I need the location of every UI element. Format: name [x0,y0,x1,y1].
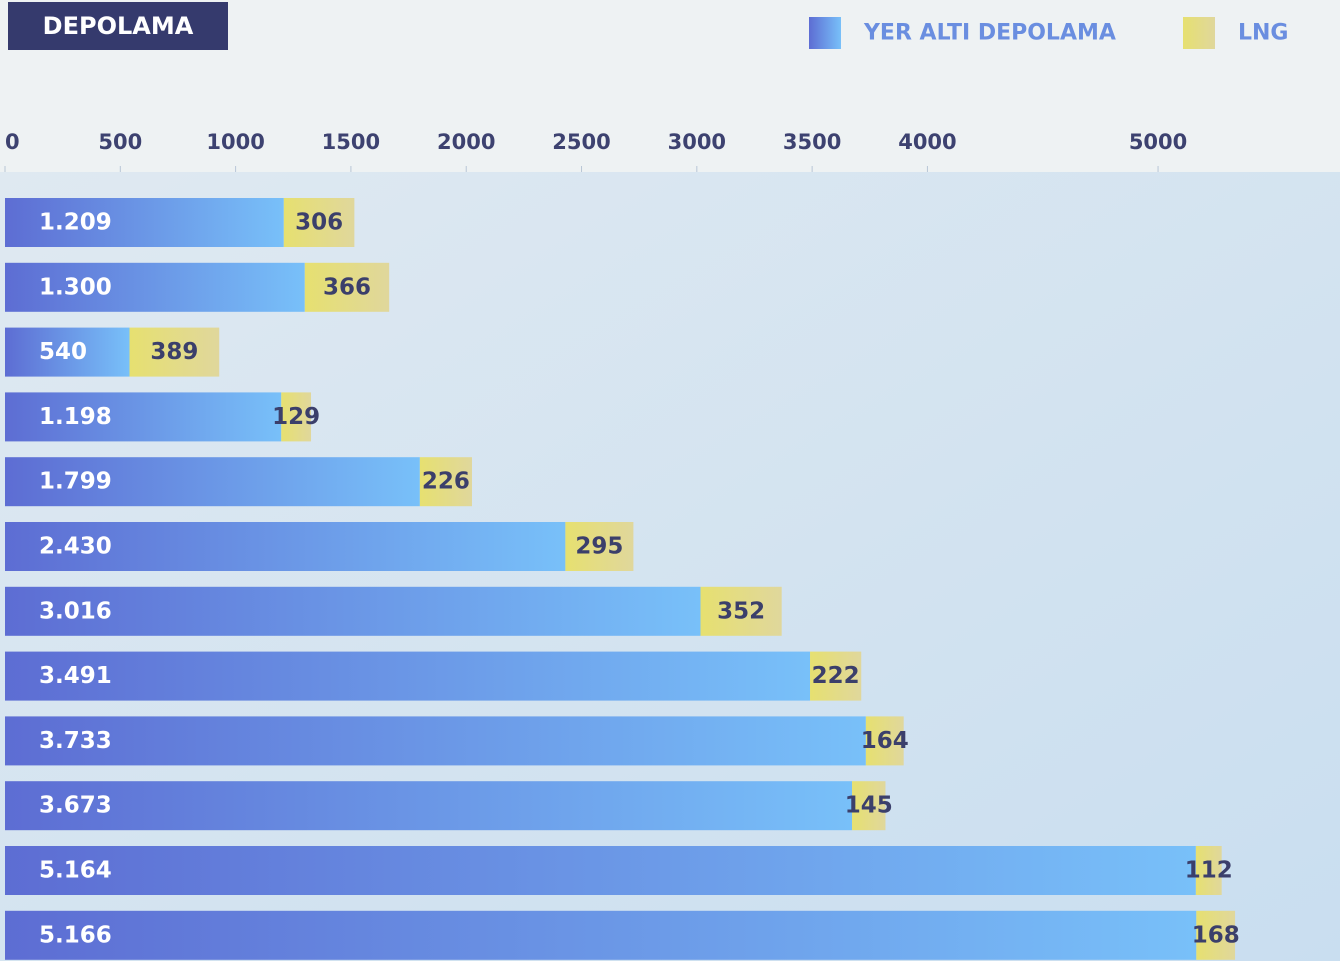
chart-title: DEPOLAMA [43,12,194,40]
data-label: 366 [323,274,371,300]
bar-segment [5,716,866,766]
bar-segment [5,198,284,247]
data-label: 112 [1185,858,1233,884]
legend-label: YER ALTI DEPOLAMA [863,21,1116,46]
bar-segment [810,651,862,701]
bar-segment [5,262,305,312]
bar-segment [304,262,390,312]
bar-segment [281,392,312,442]
data-label: 5.164 [39,858,112,884]
bar-segment [129,327,220,377]
data-label: 3.673 [39,793,112,819]
bar-segment [865,716,904,766]
data-label: 540 [39,339,87,365]
x-tick-label: 2000 [437,130,495,154]
bar-segment [565,522,634,571]
data-label: 3.016 [39,598,112,624]
data-label: 5.166 [39,922,112,948]
x-tick-label: 500 [98,130,142,154]
legend-swatch [809,17,841,49]
x-tick-label: 4000 [898,130,956,154]
legend-swatch [1183,17,1215,49]
data-label: 306 [295,210,343,236]
x-tick-label: 0 [5,130,20,154]
data-label: 1.198 [39,404,112,430]
bar-segment [5,846,1196,895]
data-label: 352 [717,598,765,624]
x-tick-label: 1000 [206,130,264,154]
bar-segment [419,457,472,507]
bar-segment [5,781,853,831]
data-label: 1.209 [39,210,112,236]
data-label: 168 [1192,922,1240,948]
data-label: 3.491 [39,663,112,689]
data-label: 3.733 [39,728,112,754]
bar-segment [1196,910,1236,960]
x-tick-label: 2500 [552,130,610,154]
bar-segment [5,327,130,377]
bar-segment [5,651,811,701]
x-tick-label: 5000 [1129,130,1187,154]
data-label: 145 [845,793,893,819]
data-label: 389 [150,339,198,365]
bar-segment [1195,846,1222,895]
bar-segment [5,586,701,636]
title-box [8,2,228,50]
bar-segment [852,781,886,831]
bar-segment [5,392,282,442]
bar-segment [700,586,782,636]
data-label: 2.430 [39,534,112,560]
data-label: 222 [812,663,860,689]
x-tick-label: 3500 [783,130,841,154]
data-label: 164 [861,728,909,754]
data-label: 129 [272,404,320,430]
bar-segment [5,457,420,507]
data-label: 295 [575,534,623,560]
bar-segment [5,522,566,571]
data-label: 226 [422,469,470,495]
x-tick-label: 1500 [322,130,380,154]
data-label: 1.799 [39,469,112,495]
bar-segment [283,198,355,247]
x-tick-label: 3000 [668,130,726,154]
legend-label: LNG [1238,21,1289,46]
data-label: 1.300 [39,274,112,300]
bar-segment [5,910,1197,960]
